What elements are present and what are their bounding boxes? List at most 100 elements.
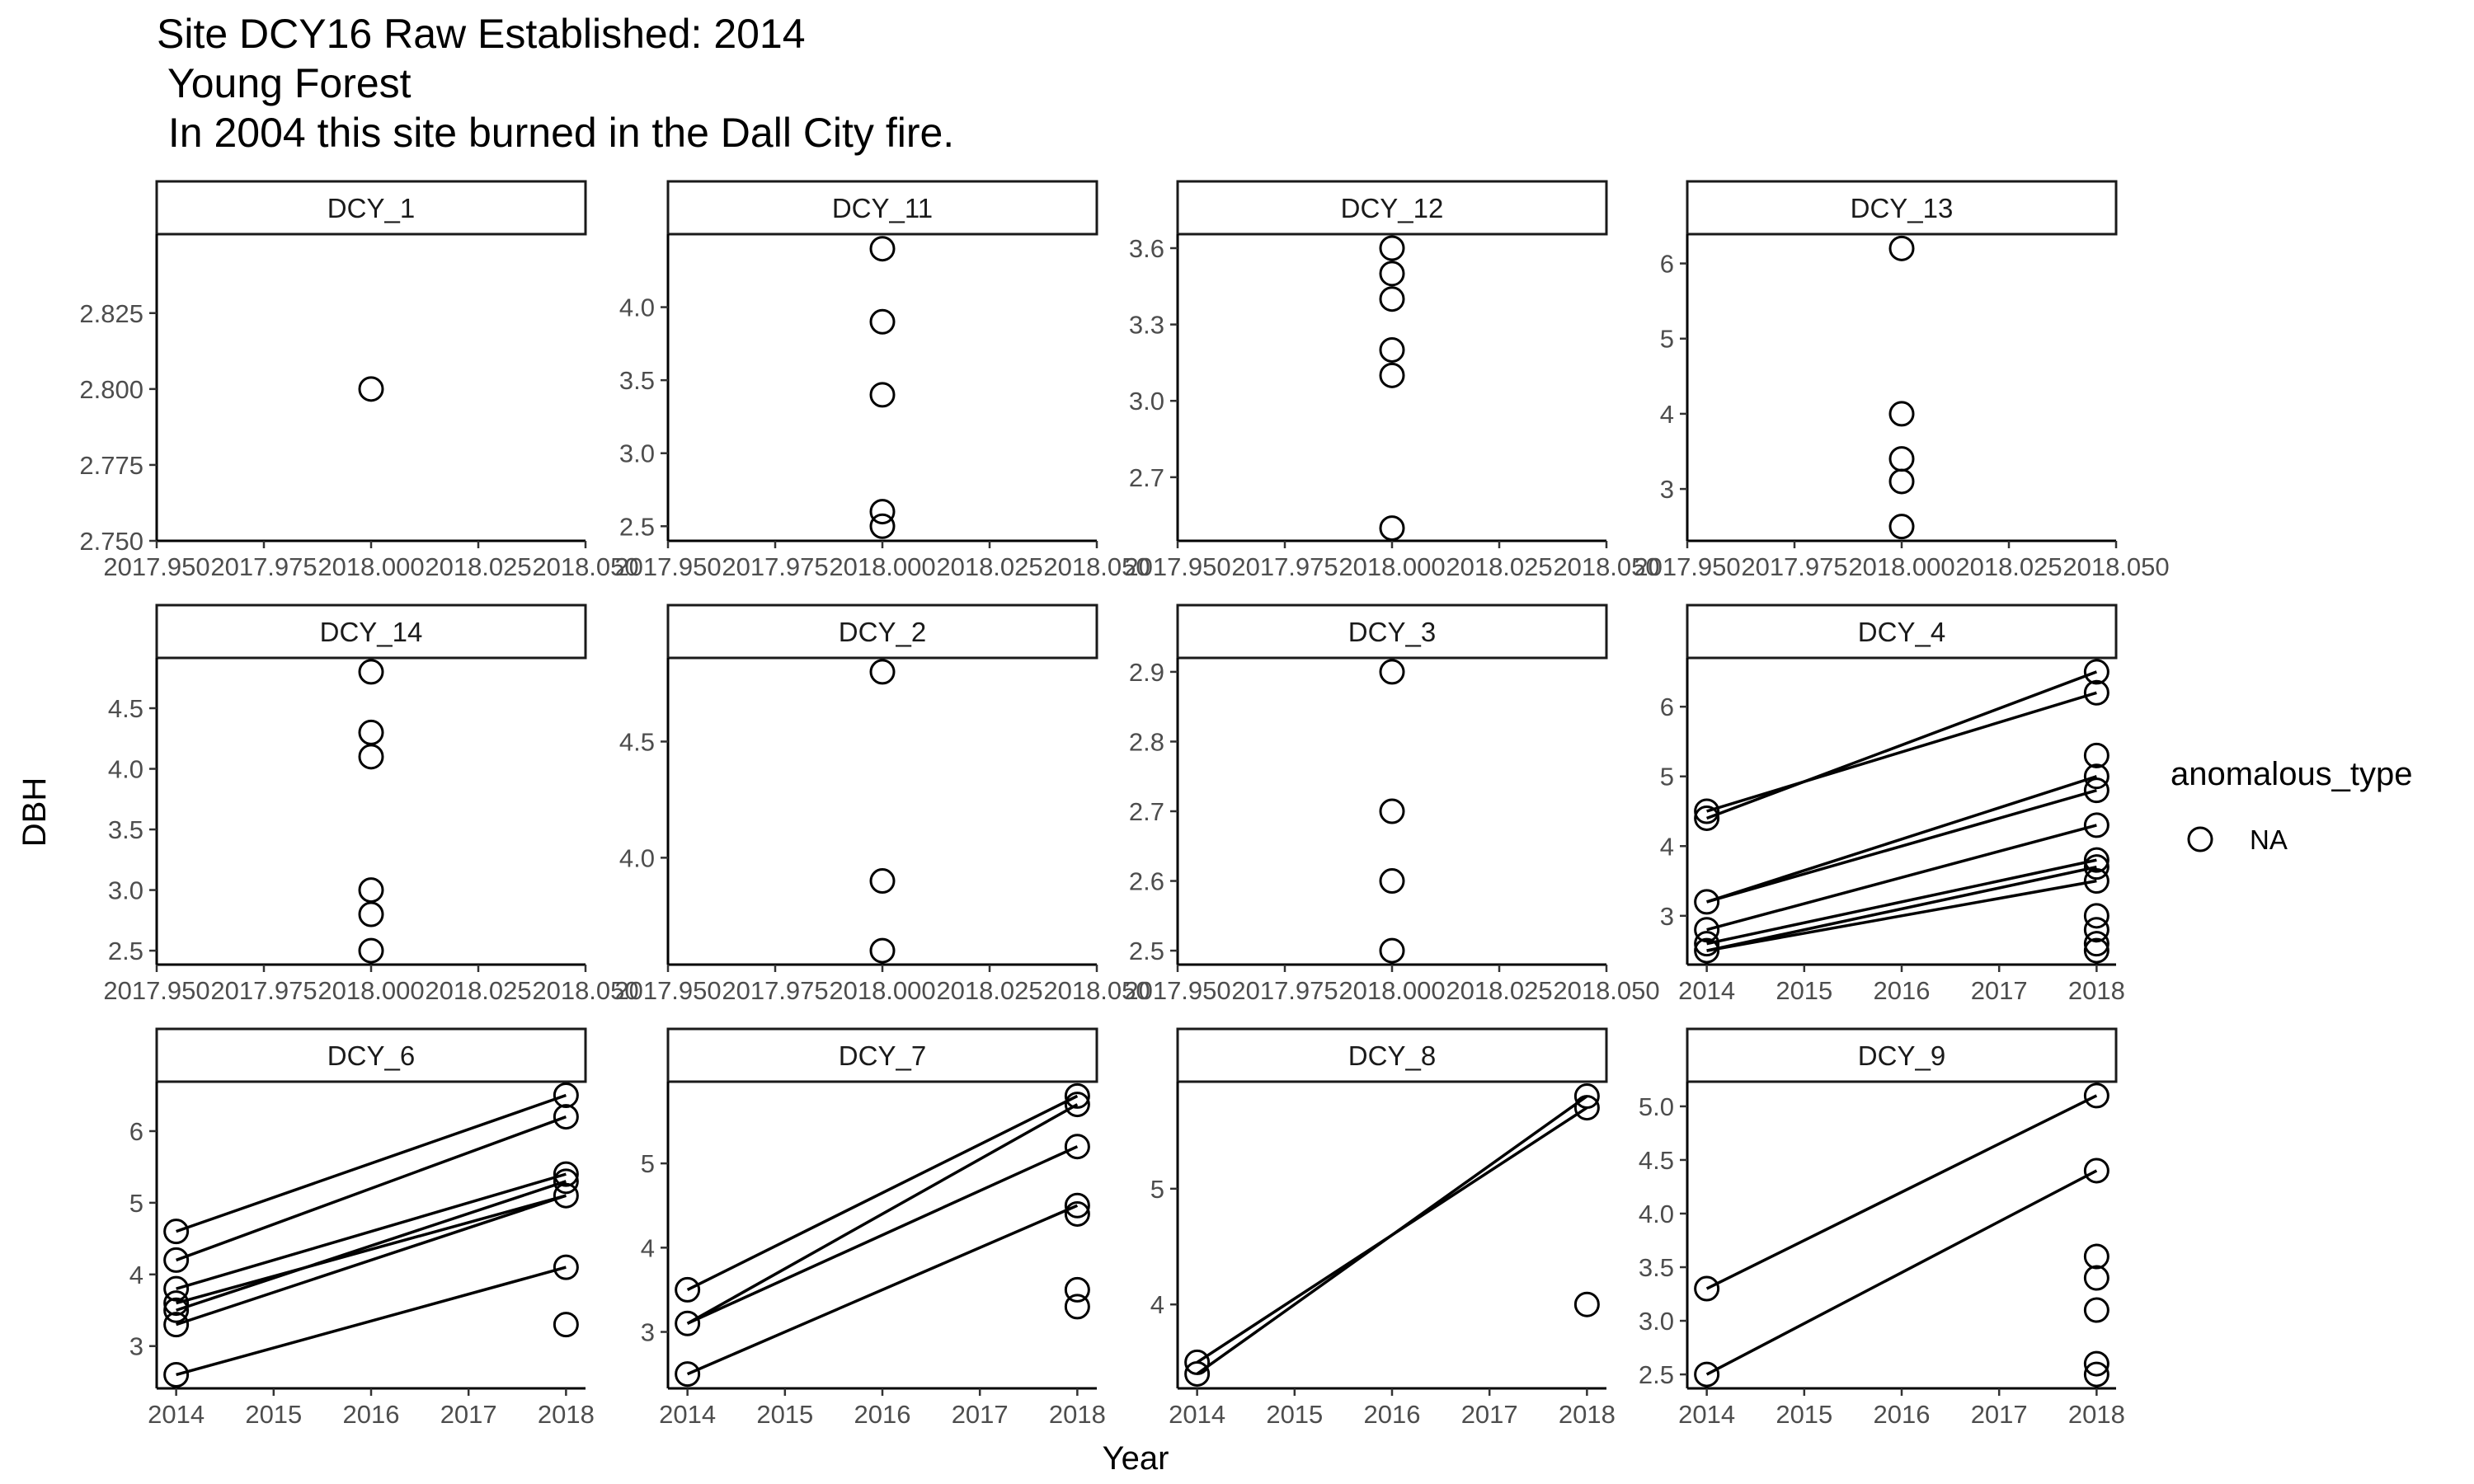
- y-tick-label: 3.3: [1129, 311, 1164, 340]
- data-point: [163, 1361, 190, 1388]
- data-point: [1694, 889, 1720, 915]
- y-tick-label: 5: [129, 1189, 143, 1218]
- x-tick-label: 2017.950: [103, 976, 209, 1005]
- series-line: [1706, 691, 2097, 813]
- data-point: [358, 376, 384, 402]
- x-tick-label: 2017: [1971, 1400, 2028, 1429]
- data-point: [1379, 261, 1405, 287]
- data-point: [869, 308, 896, 335]
- facet-strip-label: DCY_6: [327, 1040, 415, 1071]
- x-tick-label: 2018.025: [425, 976, 531, 1005]
- series-line: [176, 1194, 567, 1327]
- data-point: [869, 236, 896, 262]
- data-point: [1694, 805, 1720, 831]
- data-point: [2083, 917, 2109, 943]
- data-point: [1064, 1192, 1090, 1219]
- facet-strip-label: DCY_12: [1341, 193, 1444, 223]
- x-tick-label: 2014: [1678, 976, 1735, 1005]
- data-point: [2083, 659, 2109, 685]
- x-tick-label: 2018.025: [425, 552, 531, 581]
- x-tick-label: 2015: [1776, 1400, 1832, 1429]
- data-point: [1694, 1275, 1720, 1302]
- data-point: [1064, 1294, 1090, 1320]
- series-line: [176, 1115, 567, 1262]
- x-tick-label: 2018.050: [1043, 976, 1150, 1005]
- data-point: [2083, 812, 2109, 838]
- x-tick-label: 2014: [148, 1400, 205, 1429]
- data-point: [675, 1276, 701, 1303]
- facet-strip-label: DCY_4: [1858, 617, 1945, 647]
- y-tick-label: 5: [1660, 763, 1674, 791]
- data-point: [2083, 1361, 2109, 1388]
- series-line: [176, 1093, 567, 1233]
- data-point: [1379, 937, 1405, 964]
- data-point: [1694, 798, 1720, 824]
- data-point: [1379, 798, 1405, 824]
- data-point: [1379, 235, 1405, 261]
- data-point: [553, 1168, 579, 1195]
- data-point: [1694, 931, 1720, 957]
- panel-dcy-9: DCY_9 2.5 3.0 3.5 4.0 4.5 5.0 2014 2015 2016 2017 2…: [1639, 1027, 2125, 1429]
- legend-title: anomalous_type: [2171, 756, 2413, 792]
- y-tick-label: 3.5: [1639, 1253, 1674, 1282]
- facet-strip: [1686, 1027, 2118, 1083]
- data-point: [2083, 1082, 2109, 1109]
- data-point: [1573, 1083, 1600, 1110]
- data-point: [1888, 514, 1915, 540]
- data-point: [869, 499, 896, 525]
- data-point: [1184, 1360, 1211, 1387]
- panel-dcy-1: DCY_1 2.750 2.775 2.800 2.825 2017.950 2017.97…: [79, 180, 639, 581]
- facet-strip-label: DCY_13: [1851, 193, 1954, 223]
- y-tick-label: 4: [1660, 400, 1674, 429]
- data-point: [1379, 336, 1405, 363]
- data-point: [2083, 679, 2109, 706]
- facet-strip: [1176, 1027, 1608, 1083]
- x-tick-label: 2018.050: [1553, 552, 1659, 581]
- x-tick-label: 2017.975: [1231, 976, 1338, 1005]
- x-tick-label: 2018: [2068, 1400, 2125, 1429]
- series-line: [1705, 1169, 2098, 1376]
- panel-dcy-6: DCY_6 3 4 5 6 2014 2015 2016 2017 2018: [129, 1027, 595, 1429]
- data-point: [869, 513, 896, 539]
- data-point: [553, 1182, 579, 1209]
- data-point: [358, 877, 384, 904]
- series-line: [1706, 788, 2097, 904]
- x-tick-label: 2018.000: [1338, 976, 1445, 1005]
- data-point: [358, 901, 384, 928]
- x-tick-label: 2018.025: [1446, 976, 1552, 1005]
- data-point: [163, 1219, 190, 1245]
- series-line: [1706, 865, 2097, 952]
- x-tick-label: 2018.050: [532, 552, 638, 581]
- y-tick-label: 6: [1660, 693, 1674, 721]
- data-point: [163, 1312, 190, 1338]
- y-tick-label: 3.0: [1639, 1307, 1674, 1336]
- series-line: [686, 1103, 1079, 1325]
- data-point: [553, 1082, 579, 1109]
- x-tick-label: 2018.025: [1446, 552, 1552, 581]
- data-point: [1064, 1200, 1090, 1227]
- x-tick-label: 2016: [854, 1400, 911, 1429]
- facet-strip-label: DCY_2: [839, 617, 926, 647]
- x-tick-label: 2017: [440, 1400, 497, 1429]
- y-tick-label: 3.0: [108, 876, 143, 905]
- chart-title-line-3: In 2004 this site burned in the Dall Cit…: [157, 110, 954, 156]
- y-tick-label: 2.775: [79, 451, 143, 480]
- data-point: [869, 868, 896, 895]
- series-line: [1705, 1094, 2098, 1290]
- data-point: [2083, 777, 2109, 804]
- data-point: [2083, 1243, 2109, 1270]
- facet-strip-label: DCY_14: [320, 617, 423, 647]
- legend: anomalous_type NA: [2171, 756, 2413, 855]
- data-point: [358, 659, 384, 685]
- facet-strip: [155, 603, 587, 660]
- data-point: [358, 719, 384, 745]
- x-tick-label: 2017: [952, 1400, 1009, 1429]
- x-tick-label: 2018.000: [317, 976, 424, 1005]
- data-point: [1888, 235, 1915, 261]
- data-point: [869, 937, 896, 964]
- panel-dcy-4: DCY_4 3 4 5 6 2014 2015 2016 2017 2018: [1660, 603, 2125, 1005]
